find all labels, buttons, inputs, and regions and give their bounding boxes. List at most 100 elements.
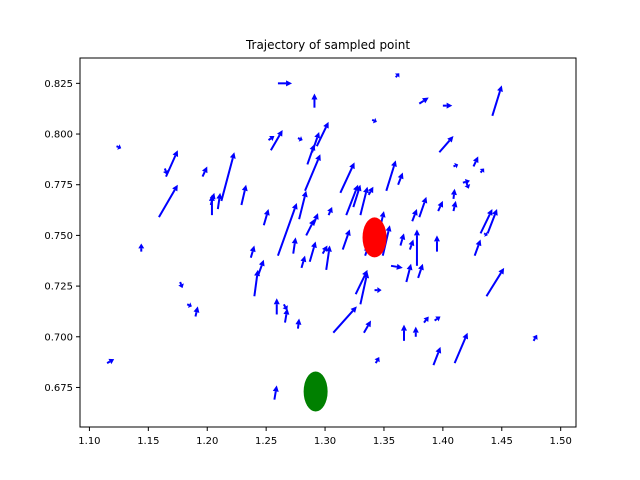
- arrow-head: [365, 320, 372, 328]
- arrow-head: [172, 184, 178, 192]
- arrow-head: [372, 117, 377, 124]
- arrow-head: [301, 190, 308, 198]
- arrow-shaft: [312, 218, 317, 226]
- quiver-arrow: [394, 73, 400, 78]
- arrow-head: [423, 316, 429, 322]
- arrow-head: [374, 357, 380, 363]
- arrow-shaft: [216, 198, 221, 210]
- quiver-arrow: [491, 85, 503, 117]
- arrow-head: [277, 129, 283, 137]
- arrow-shaft: [385, 165, 395, 192]
- quiver-arrow: [408, 239, 415, 250]
- quiver-arrow: [442, 102, 453, 109]
- quiver-arrow: [472, 156, 479, 167]
- y-tick-label: 0.750: [44, 231, 73, 242]
- quiver-arrow: [479, 209, 493, 234]
- arrow-shaft: [304, 159, 319, 192]
- arrow-shaft: [220, 157, 234, 202]
- arrow-shaft: [472, 161, 477, 167]
- arrow-shaft: [397, 177, 402, 186]
- arrow-head: [178, 283, 184, 289]
- arrow-shaft: [194, 311, 198, 317]
- arrow-shaft: [452, 206, 456, 212]
- arrow-shaft: [367, 191, 372, 196]
- quiver-arrow: [438, 136, 454, 153]
- quiver-arrow: [116, 144, 122, 150]
- quiver-arrow: [300, 255, 307, 269]
- quiver-arrow: [308, 241, 317, 263]
- arrow-head: [437, 200, 444, 208]
- quiver-arrow: [453, 162, 459, 169]
- arrow-shaft: [405, 269, 411, 283]
- quiver-arrow: [283, 308, 290, 323]
- arrow-head: [498, 267, 505, 275]
- quiver-arrow: [363, 320, 372, 334]
- arrow-head: [421, 196, 428, 204]
- arrow-head: [272, 385, 279, 392]
- quiver-arrow: [532, 334, 538, 342]
- quiver-arrow: [434, 316, 441, 322]
- quiver-arrow: [256, 259, 265, 277]
- arrow-shaft: [359, 192, 367, 216]
- arrow-shaft: [394, 74, 398, 78]
- quiver-arrow: [277, 80, 293, 87]
- arrow-head: [350, 306, 357, 313]
- quiver-arrow: [411, 209, 418, 222]
- arrow-shaft: [325, 251, 330, 271]
- arrow-head: [108, 358, 115, 365]
- quiver-arrow: [371, 117, 377, 124]
- arrow-head: [400, 324, 407, 331]
- arrow-shaft: [106, 360, 111, 365]
- arrow-shaft: [399, 238, 404, 246]
- arrow-shaft: [186, 303, 190, 307]
- plot-frame: [79, 57, 577, 428]
- arrow-shaft: [354, 274, 366, 295]
- arrow-head: [313, 213, 319, 220]
- arrow-head: [229, 152, 236, 159]
- arrow-head: [396, 263, 403, 270]
- arrow-shaft: [249, 251, 254, 258]
- arrow-head: [269, 136, 275, 141]
- quiver-arrow: [359, 186, 369, 216]
- quiver-arrow: [339, 162, 355, 194]
- arrow-shaft: [116, 145, 119, 148]
- arrow-head: [413, 229, 420, 236]
- quiver-arrow: [432, 346, 442, 366]
- arrow-head: [315, 154, 321, 161]
- quiver-arrow: [327, 207, 333, 216]
- quiver-arrow: [249, 245, 256, 258]
- arrow-shaft: [276, 208, 296, 257]
- arrow-shaft: [408, 244, 413, 250]
- arrow-shaft: [240, 190, 246, 206]
- arrow-shaft: [327, 211, 331, 216]
- arrow-head: [314, 132, 321, 139]
- arrow-shaft: [269, 134, 281, 151]
- arrow-shaft: [352, 190, 360, 208]
- quiver-arrow: [418, 97, 429, 105]
- arrow-shaft: [298, 196, 306, 220]
- x-tick-label: 1.20: [196, 436, 218, 447]
- arrow-shaft: [418, 99, 425, 105]
- arrow-head: [406, 263, 413, 271]
- arrow-shaft: [453, 164, 456, 168]
- x-tick-label: 1.25: [255, 436, 277, 447]
- quiver-arrow: [311, 132, 321, 153]
- quiver-arrow: [332, 306, 357, 334]
- current-point-marker: [362, 217, 387, 258]
- quiver-arrow: [162, 168, 169, 175]
- arrow-shaft: [179, 281, 183, 285]
- arrow-head: [412, 326, 419, 333]
- arrow-head: [201, 166, 208, 174]
- arrow-shaft: [465, 182, 469, 186]
- arrow-head: [295, 318, 302, 325]
- quiver-arrow: [325, 245, 332, 271]
- arrow-head: [487, 209, 493, 216]
- quiver-arrow: [483, 231, 488, 237]
- arrow-head: [397, 172, 404, 180]
- arrow-head: [249, 245, 256, 253]
- arrow-head: [411, 209, 418, 216]
- arrow-head: [258, 259, 265, 267]
- arrow-head: [408, 239, 415, 247]
- quiver-arrow: [276, 202, 298, 257]
